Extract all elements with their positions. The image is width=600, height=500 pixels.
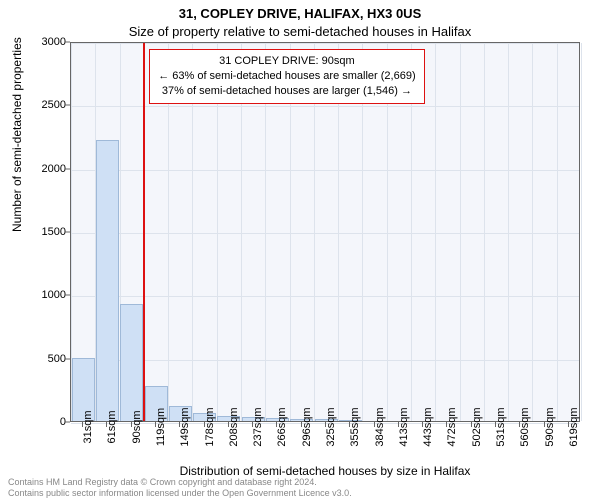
gridline-v: [435, 43, 436, 421]
x-tick-mark: [544, 422, 545, 427]
gridline-v: [460, 43, 461, 421]
x-tick-mark: [106, 422, 107, 427]
y-tick-mark: [65, 232, 70, 233]
y-tick-mark: [65, 168, 70, 169]
reference-line: [143, 43, 145, 421]
x-tick-mark: [568, 422, 569, 427]
x-tick-label: 61sqm: [106, 410, 118, 443]
x-tick-mark: [131, 422, 132, 427]
x-tick-label: 90sqm: [131, 410, 143, 443]
x-tick-label: 443sqm: [422, 407, 434, 446]
y-tick-label: 1000: [16, 289, 66, 301]
x-axis-label: Distribution of semi-detached houses by …: [70, 464, 580, 478]
gridline-v: [557, 43, 558, 421]
gridline-v: [508, 43, 509, 421]
x-tick-label: 325sqm: [325, 407, 337, 446]
histogram-bar: [96, 140, 119, 421]
y-tick-mark: [65, 422, 70, 423]
x-tick-mark: [446, 422, 447, 427]
x-tick-label: 119sqm: [155, 408, 167, 446]
x-tick-label: 472sqm: [446, 407, 458, 446]
x-tick-label: 296sqm: [301, 407, 313, 446]
y-tick-label: 3000: [16, 36, 66, 48]
y-tick-mark: [65, 358, 70, 359]
x-tick-mark: [374, 422, 375, 427]
x-tick-label: 590sqm: [544, 407, 556, 446]
y-tick-label: 0: [16, 416, 66, 428]
x-tick-mark: [519, 422, 520, 427]
y-tick-mark: [65, 295, 70, 296]
x-tick-mark: [398, 422, 399, 427]
y-axis-label: Number of semi-detached properties: [10, 37, 24, 232]
x-tick-label: 413sqm: [398, 407, 410, 446]
x-tick-label: 266sqm: [276, 407, 288, 446]
gridline-v: [532, 43, 533, 421]
info-box: 31 COPLEY DRIVE: 90sqm← 63% of semi-deta…: [149, 49, 424, 104]
gridline-v: [581, 43, 582, 421]
x-tick-mark: [155, 422, 156, 427]
x-tick-mark: [276, 422, 277, 427]
histogram-bar: [120, 304, 143, 421]
gridline-h: [71, 360, 579, 361]
attribution: Contains HM Land Registry data © Crown c…: [8, 477, 352, 498]
x-tick-mark: [349, 422, 350, 427]
x-tick-label: 237sqm: [252, 407, 264, 446]
y-tick-label: 2500: [16, 99, 66, 111]
chart-subtitle: Size of property relative to semi-detach…: [0, 24, 600, 39]
x-tick-mark: [204, 422, 205, 427]
x-tick-mark: [179, 422, 180, 427]
info-box-line-3: 37% of semi-detached houses are larger (…: [158, 84, 415, 99]
x-tick-mark: [301, 422, 302, 427]
x-tick-mark: [82, 422, 83, 427]
x-tick-label: 149sqm: [179, 407, 191, 446]
y-tick-mark: [65, 42, 70, 43]
attribution-line-1: Contains HM Land Registry data © Crown c…: [8, 477, 352, 487]
y-tick-label: 1500: [16, 226, 66, 238]
x-tick-label: 502sqm: [471, 407, 483, 446]
x-tick-label: 178sqm: [204, 407, 216, 446]
gridline-h: [71, 233, 579, 234]
x-tick-mark: [422, 422, 423, 427]
y-tick-label: 500: [16, 353, 66, 365]
gridline-h: [71, 106, 579, 107]
y-tick-mark: [65, 105, 70, 106]
x-tick-label: 208sqm: [228, 407, 240, 446]
gridline-v: [484, 43, 485, 421]
x-tick-label: 560sqm: [519, 407, 531, 446]
gridline-h: [71, 43, 579, 44]
x-tick-mark: [325, 422, 326, 427]
attribution-line-2: Contains public sector information licen…: [8, 488, 352, 498]
info-box-line-2: ← 63% of semi-detached houses are smalle…: [158, 69, 415, 84]
x-tick-label: 31sqm: [82, 410, 94, 443]
gridline-h: [71, 296, 579, 297]
plot-area: 31 COPLEY DRIVE: 90sqm← 63% of semi-deta…: [70, 42, 580, 422]
x-tick-mark: [495, 422, 496, 427]
x-tick-label: 619sqm: [568, 407, 580, 446]
chart-title: 31, COPLEY DRIVE, HALIFAX, HX3 0US: [0, 6, 600, 21]
x-tick-label: 531sqm: [495, 407, 507, 446]
x-tick-mark: [228, 422, 229, 427]
x-tick-mark: [471, 422, 472, 427]
x-tick-mark: [252, 422, 253, 427]
x-tick-label: 355sqm: [349, 407, 361, 446]
info-box-line-1: 31 COPLEY DRIVE: 90sqm: [158, 54, 415, 69]
gridline-h: [71, 170, 579, 171]
property-size-histogram: 31, COPLEY DRIVE, HALIFAX, HX3 0US Size …: [0, 0, 600, 500]
y-tick-label: 2000: [16, 163, 66, 175]
x-tick-label: 384sqm: [374, 407, 386, 446]
